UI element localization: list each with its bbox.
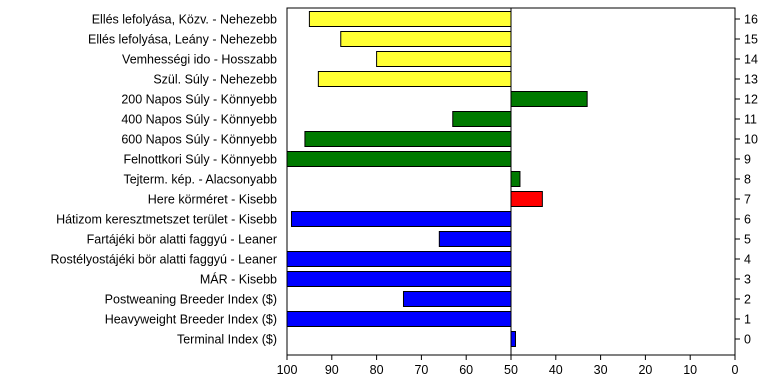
category-label: Ellés lefolyása, Közv. - Nehezebb	[92, 13, 277, 27]
category-label: Hátizom keresztmetszet terület - Kisebb	[56, 213, 277, 227]
x-tick-label: 40	[549, 363, 563, 377]
rank-label: 16	[744, 13, 758, 27]
bar-14	[376, 51, 512, 67]
rank-label: 9	[744, 153, 751, 167]
bar-10	[304, 131, 512, 147]
rank-label: 4	[744, 253, 751, 267]
x-tick-label: 10	[683, 363, 697, 377]
bar-8	[510, 171, 521, 187]
category-label: Postweaning Breeder Index ($)	[105, 293, 277, 307]
x-tick-label: 60	[459, 363, 473, 377]
x-tick-label: 20	[638, 363, 652, 377]
x-tick-label: 100	[277, 363, 298, 377]
bars-layer	[286, 11, 588, 347]
category-label: Heavyweight Breeder Index ($)	[105, 313, 277, 327]
bar-3	[286, 271, 512, 287]
category-label: Rostélyostájéki bör alatti faggyú - Lean…	[50, 253, 277, 267]
x-tick-label: 0	[732, 363, 739, 377]
rank-label: 10	[744, 133, 758, 147]
x-tick-label: 30	[594, 363, 608, 377]
category-label: Ellés lefolyása, Leány - Nehezebb	[88, 33, 277, 47]
bar-15	[340, 31, 512, 47]
category-label: Terminal Index ($)	[177, 333, 277, 347]
category-labels: Ellés lefolyása, Közv. - Nehezebb Ellés l…	[50, 13, 277, 347]
rank-label: 11	[744, 113, 757, 127]
bar-7	[510, 191, 543, 207]
bar-13	[317, 71, 512, 87]
category-label: MÁR - Kisebb	[200, 272, 277, 287]
bar-2	[402, 291, 512, 307]
category-label: Vemhességi ido - Hosszabb	[122, 53, 277, 67]
rank-label: 8	[744, 173, 751, 187]
rank-label: 7	[744, 193, 751, 207]
bar-6	[290, 211, 512, 227]
bar-4	[286, 251, 512, 267]
x-tick-label: 50	[504, 363, 518, 377]
x-tick-label: 70	[414, 363, 428, 377]
rank-label: 2	[744, 293, 751, 307]
rank-label: 0	[744, 333, 751, 347]
rank-label: 6	[744, 213, 751, 227]
category-label: Tejterm. kép. - Alacsonyabb	[123, 173, 277, 187]
bar-5	[438, 231, 512, 247]
rank-label: 13	[744, 73, 758, 87]
x-tick-label: 90	[325, 363, 339, 377]
x-axis-ticks: 100 90 80 70 60 50 40 30 20 10 0	[277, 355, 739, 377]
rank-label: 5	[744, 233, 751, 247]
bar-12	[510, 91, 588, 107]
category-label: Fartájéki bör alatti faggyú - Leaner	[87, 233, 277, 247]
category-label: Here körméret - Kisebb	[148, 193, 277, 207]
x-tick-label: 80	[370, 363, 384, 377]
rank-label: 1	[744, 313, 751, 327]
rank-label: 12	[744, 93, 758, 107]
category-label: Felnottkori Súly - Könnyebb	[123, 153, 277, 167]
bar-16	[308, 11, 512, 27]
bar-0	[510, 331, 516, 347]
category-label: 600 Napos Súly - Könnyebb	[121, 133, 277, 147]
bar-1	[286, 311, 512, 327]
rank-label: 15	[744, 33, 758, 47]
rank-label: 14	[744, 53, 758, 67]
category-label: 400 Napos Súly - Könnyebb	[121, 113, 277, 127]
rank-label: 3	[744, 273, 751, 287]
category-label: Szül. Súly - Nehezebb	[153, 73, 277, 87]
bar-9	[286, 151, 512, 167]
category-label: 200 Napos Súly - Könnyebb	[121, 93, 277, 107]
bar-11	[452, 111, 512, 127]
